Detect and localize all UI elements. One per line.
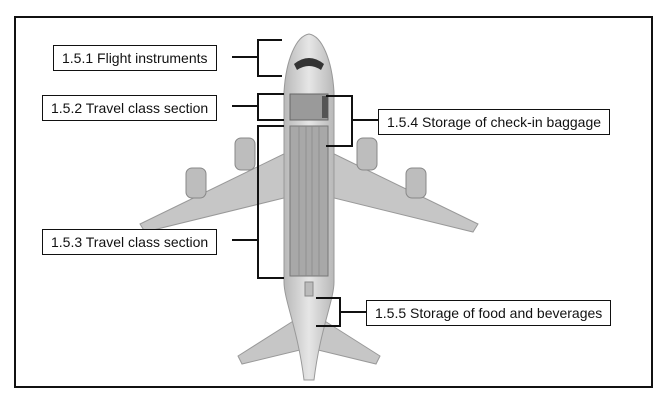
- label-flight-instruments: 1.5.1 Flight instruments: [53, 45, 217, 71]
- main-cabin-seats: [289, 125, 329, 277]
- bracket-travel-class-1: [257, 93, 284, 121]
- engine-left-inner: [234, 137, 256, 171]
- front-cabin-seats: [289, 93, 329, 121]
- left-stabilizer: [237, 317, 301, 365]
- label-food-beverages: 1.5.5 Storage of food and beverages: [366, 300, 612, 326]
- label-travel-class-2: 1.5.3 Travel class section: [42, 229, 218, 255]
- galley: [304, 281, 314, 297]
- engine-left-outer: [185, 167, 207, 199]
- right-wing: [325, 149, 479, 233]
- bracket-travel-class-2: [257, 125, 284, 279]
- engine-right-outer: [405, 167, 427, 199]
- bracket-flight-instruments: [257, 39, 282, 77]
- engine-right-inner: [356, 137, 378, 171]
- label-checkin-baggage: 1.5.4 Storage of check-in baggage: [378, 109, 611, 135]
- front-cargo-hold: [322, 96, 328, 118]
- cockpit-windows: [294, 58, 324, 70]
- label-travel-class-1: 1.5.2 Travel class section: [42, 95, 218, 121]
- left-wing: [139, 149, 293, 233]
